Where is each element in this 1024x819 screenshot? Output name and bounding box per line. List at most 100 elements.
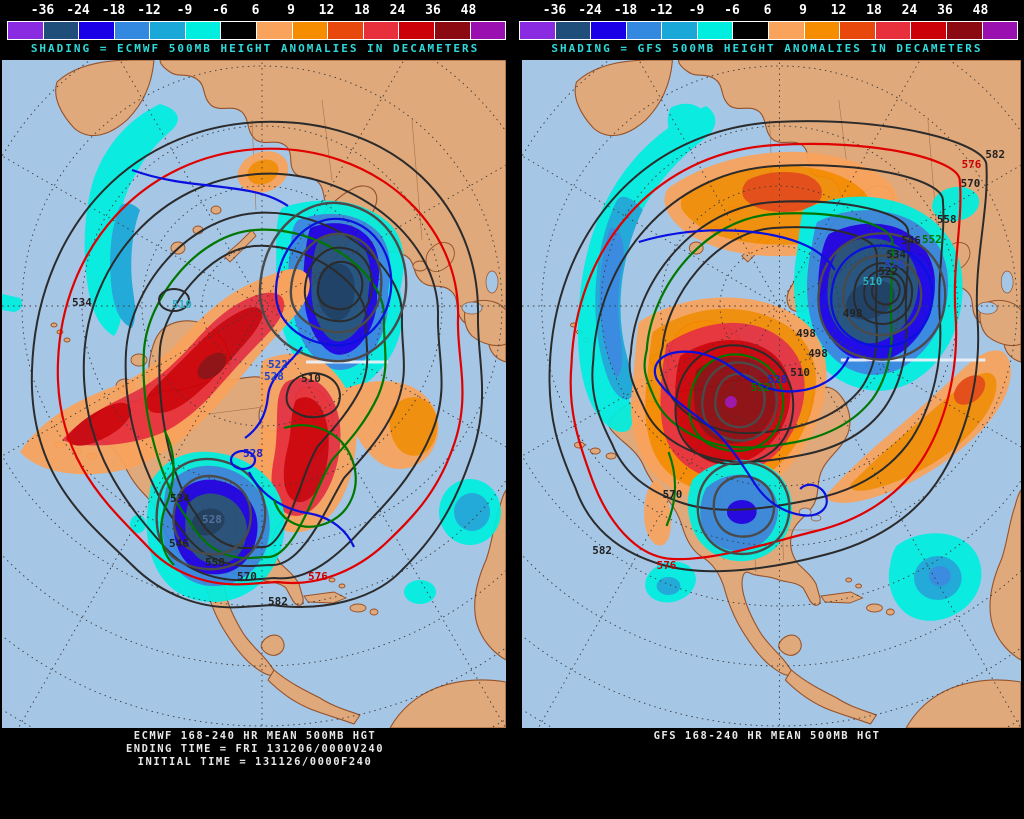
colorbar-tick: 12	[830, 3, 847, 18]
colorbar-tick: 9	[287, 3, 295, 18]
contour-label: 510	[790, 366, 810, 379]
contour-label: 528	[202, 513, 222, 526]
colorbar-tick: -36	[542, 3, 567, 18]
colorbar-tick: -36	[30, 3, 55, 18]
contour-label: 576	[962, 158, 982, 171]
colorbar-swatch	[769, 22, 804, 39]
colorbar-swatch	[328, 22, 363, 39]
meridian-line	[261, 164, 506, 307]
contour-label: 546	[169, 537, 189, 550]
latitude-circle	[201, 245, 323, 367]
contour-label: 552	[922, 233, 942, 246]
colorbar-tick: -24	[578, 3, 602, 18]
latitude-circle	[81, 125, 443, 487]
colorbar-swatch	[434, 22, 470, 39]
contour-label: 558	[205, 556, 225, 569]
colorbar-swatch	[43, 22, 79, 39]
colorbar-tick: -12	[649, 3, 673, 18]
contour-label: 510	[172, 298, 192, 311]
colorbar-swatch	[470, 22, 506, 39]
anomaly-colorbar	[519, 21, 1018, 40]
colorbar-tick: 9	[799, 3, 807, 18]
colorbar-tick: 24	[389, 3, 406, 18]
shading-title: SHADING = ECMWF 500MB HEIGHT ANOMALIES I…	[30, 42, 480, 55]
colorbar-swatch	[8, 22, 43, 39]
contour-label: 576	[308, 570, 328, 583]
contour-label: 528	[264, 370, 284, 383]
contour-label: 552	[751, 381, 771, 394]
colorbar-tick: -9	[176, 3, 193, 18]
colorbar-swatch	[804, 22, 840, 39]
caption-line: ENDING TIME = FRI 131206/0000V240	[125, 743, 385, 755]
caption-line: INITIAL TIME = 131126/0000F240	[137, 756, 373, 768]
contour-label: 558	[937, 213, 957, 226]
contour-label: 498	[808, 347, 828, 360]
colorbar-tick: -6	[212, 3, 228, 18]
colorbar-swatch	[626, 22, 662, 39]
colorbar-tick: -9	[688, 3, 705, 18]
colorbar-tick: -18	[101, 3, 126, 18]
colorbar-swatch	[946, 22, 982, 39]
colorbar-tick: -18	[613, 3, 638, 18]
contour-label: 570	[961, 177, 981, 190]
colorbar-tick-labels: -36 -24 -18 -12 -9 -6 6 9 12 18 24 36 48	[519, 3, 1016, 19]
colorbar-swatch	[257, 22, 292, 39]
colorbar-swatch	[733, 22, 769, 39]
caption-line: GFS 168-240 HR MEAN 500MB HGT	[653, 730, 881, 742]
contour-label: 576	[657, 559, 677, 572]
contour-label: 570	[663, 488, 683, 501]
contour-label: 570	[237, 570, 257, 583]
anomaly-colorbar	[7, 21, 506, 40]
contour-label: 546	[901, 234, 921, 247]
latitude-circle	[541, 65, 1018, 547]
colorbar-tick: 18	[866, 3, 882, 18]
colorbar-tick: -24	[66, 3, 90, 18]
colorbar-tick: -6	[724, 3, 740, 18]
height-contours-layer	[30, 120, 484, 609]
contour-label: 528	[243, 447, 263, 460]
colorbar-swatch	[399, 22, 434, 39]
colorbar-swatch	[292, 22, 328, 39]
colorbar-swatch	[697, 22, 733, 39]
shading-title: SHADING = GFS 500MB HEIGHT ANOMALIES IN …	[551, 42, 983, 55]
contour-label: 534	[170, 492, 190, 505]
colorbar-swatch	[911, 22, 946, 39]
colorbar-tick: 36	[937, 3, 953, 18]
height-contours-layer	[548, 120, 988, 573]
contour-label: 522	[878, 265, 898, 278]
colorbar-swatch	[363, 22, 399, 39]
colorbar-tick: 24	[901, 3, 918, 18]
gfs-panel: -36 -24 -18 -12 -9 -6 6 9 12 18 24 36 48 SHADING = G…	[512, 0, 1024, 819]
contour-label: 582	[268, 595, 288, 608]
contour-label: 582	[985, 148, 1005, 161]
colorbar-tick: 6	[251, 3, 260, 18]
contour-label: 528	[884, 258, 904, 271]
colorbar-tick: 36	[425, 3, 441, 18]
contour-label: 534	[886, 248, 906, 261]
anomaly-shading-layer	[2, 104, 501, 604]
colorbar-swatch	[79, 22, 114, 39]
contour-label: 510	[863, 275, 883, 288]
colorbar-swatch	[591, 22, 626, 39]
colorbar-swatch	[840, 22, 875, 39]
colorbar-swatch	[221, 22, 257, 39]
contour-label: 534	[72, 296, 92, 309]
map-caption-block: GFS 168-240 HR MEAN 500MB HGT	[512, 730, 1022, 743]
colorbar-tick: 6	[763, 3, 772, 18]
colorbar-tick: 48	[972, 3, 989, 18]
contour-label: 582	[592, 544, 612, 557]
colorbar-tick: 18	[354, 3, 370, 18]
colorbar-swatch	[114, 22, 150, 39]
ecmwf-panel: -36 -24 -18 -12 -9 -6 6 9 12 18 24 36 48 SHADING = E…	[2, 3, 506, 768]
colorbar-swatch	[982, 22, 1018, 39]
caption-line: ECMWF 168-240 HR MEAN 500MB HGT	[133, 730, 377, 742]
contour-label: 498	[843, 307, 863, 320]
latitude-circle	[21, 65, 503, 547]
colorbar-tick: 48	[460, 3, 477, 18]
colorbar-tick: 12	[318, 3, 335, 18]
colorbar-swatch	[185, 22, 221, 39]
